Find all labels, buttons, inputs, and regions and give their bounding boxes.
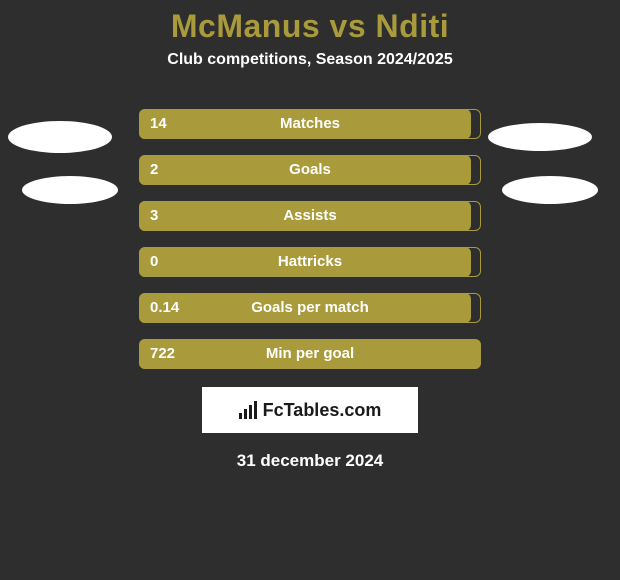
logo-bars-icon <box>239 401 257 419</box>
page-subtitle: Club competitions, Season 2024/2025 <box>0 51 620 69</box>
bar-label: Min per goal <box>139 339 481 369</box>
bar-label: Goals per match <box>139 293 481 323</box>
bar-label: Hattricks <box>139 247 481 277</box>
stat-row: 722Min per goal <box>0 339 620 369</box>
stat-row: 0Hattricks <box>0 247 620 277</box>
stat-row: 3Assists <box>0 201 620 231</box>
page-title: McManus vs Nditi <box>0 0 620 45</box>
footer-date: 31 december 2024 <box>0 451 620 471</box>
decorative-ellipse <box>488 123 592 151</box>
bar-label: Goals <box>139 155 481 185</box>
fctables-logo: FcTables.com <box>202 387 418 433</box>
bar-label: Matches <box>139 109 481 139</box>
logo-text: FcTables.com <box>263 400 382 421</box>
stat-row: 0.14Goals per match <box>0 293 620 323</box>
decorative-ellipse <box>22 176 118 204</box>
bar-label: Assists <box>139 201 481 231</box>
decorative-ellipse <box>502 176 598 204</box>
decorative-ellipse <box>8 121 112 153</box>
